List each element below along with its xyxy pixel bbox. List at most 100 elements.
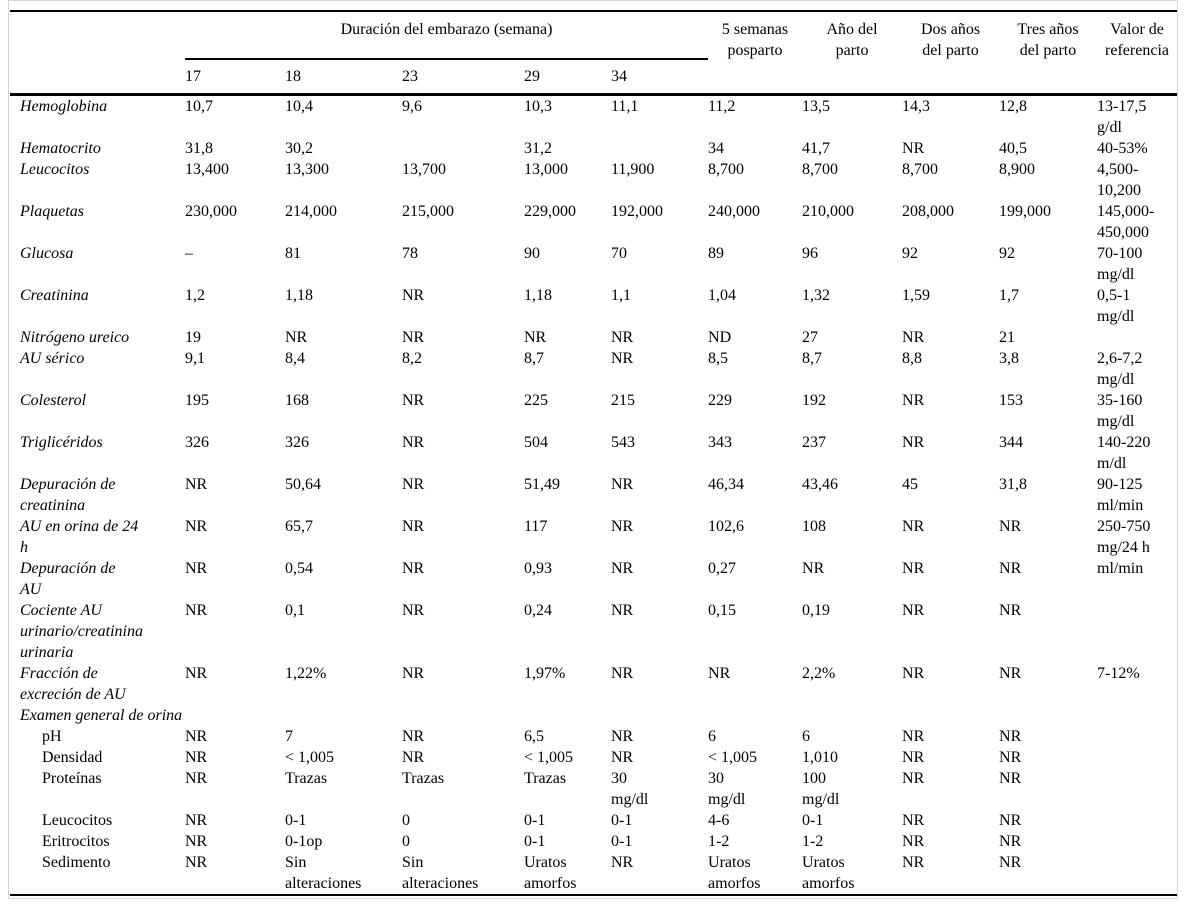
table-cell: 96 [802,245,819,262]
column-header-week-17: 17 [185,68,201,85]
table-cell: 8,2 [402,350,422,367]
table-row: Hemoglobina 10,7 10,4 9,6 10,3 11,1 11,2… [10,95,1177,139]
table-cell [611,705,708,726]
table-cell [1097,726,1177,747]
table-cell: 0,93 [524,560,552,577]
row-label: Eritrocitos [42,833,110,850]
table-cell: 230,000 [185,203,237,220]
column-header-valor-de-referencia: Valor de referencia [1105,21,1169,59]
table-cell: 145,000- 450,000 [1097,203,1155,241]
table-cell: 1,7 [999,287,1020,304]
table-cell: 1,97% [524,665,566,682]
row-label: Fracción de excreción de AU [20,665,126,703]
table-cell: 1,22% [285,665,327,682]
table-cell: 1,18 [524,287,552,304]
table-cell: 1,18 [285,287,313,304]
table-cell: NR [611,749,634,766]
column-header-ano-del-parto: Año del parto [826,21,878,59]
table-cell: NR [999,749,1022,766]
table-cell: NR [185,476,208,493]
table-cell: 9,1 [185,350,205,367]
table-cell: 8,700 [802,161,839,178]
table-cell: Uratos amorfos [524,854,577,892]
table-cell: 0,19 [802,602,831,619]
table-cell: 30 mg/dl [708,770,746,808]
table-cell: 45 [902,476,919,493]
table-cell: 0 [402,833,410,850]
table-cell: NR [902,518,925,535]
row-label: Depuración de AU [20,560,116,598]
table-cell: NR [185,854,208,871]
table-cell: 215,000 [402,203,454,220]
row-label: AU en orina de 24 h [20,518,139,556]
table-cell: 117 [524,518,548,535]
table-cell: Trazas [524,770,567,787]
table-cell [185,705,285,726]
table-cell: NR [185,749,208,766]
table-cell: 43,46 [802,476,839,493]
table-cell: 225 [524,392,548,409]
table-cell: NR [999,812,1022,829]
table-cell: NR [802,560,825,577]
table-row: pH NR 7 NR 6,5 NR 6 6 NR NR [10,726,1177,747]
table-cell: 1,2 [185,287,205,304]
table-cell: NR [999,770,1022,787]
table-cell: 108 [802,518,827,535]
row-label: pH [42,728,62,745]
column-header-week-18: 18 [285,68,301,85]
table-cell: 65,7 [285,518,313,535]
table-cell: 51,49 [524,476,560,493]
table-cell: 92 [999,245,1016,262]
table-cell: 1,32 [802,287,831,304]
table-cell: 11,1 [611,98,639,115]
table-cell: 504 [524,434,548,451]
table-cell: 90-125 ml/min [1097,476,1144,514]
table-cell: 8,5 [708,350,729,367]
table-cell: 0,5-1 mg/dl [1097,287,1135,325]
row-label: Plaquetas [20,203,84,220]
table-cell: 30,2 [285,140,313,157]
table-cell: 11,900 [611,161,655,178]
row-label: Leucocitos [20,161,90,178]
table-cell: 4,500- 10,200 [1097,161,1142,199]
table-row: Densidad NR < 1,005 NR < 1,005 NR < 1,00… [10,747,1177,768]
table-cell: 8,900 [999,161,1036,178]
table-cell: 8,700 [708,161,745,178]
table-cell: NR [402,728,425,745]
row-label: Hematocrito [20,140,101,157]
table-cell: 1-2 [802,833,824,850]
column-header-dos-anos-del-parto: Dos años del parto [920,21,981,59]
table-cell: 35-160 mg/dl [1097,392,1143,430]
row-label: Triglicéridos [20,434,103,451]
row-label: Depuración de creatinina [20,476,116,514]
table-row: Leucocitos 13,400 13,300 13,700 13,000 1… [10,159,1177,201]
table-cell: 90 [524,245,540,262]
row-label: Leucocitos [42,812,113,829]
table-cell: NR [611,350,634,367]
table-cell: NR [902,392,925,409]
table-cell: NR [902,329,925,346]
table-cell: 6,5 [524,728,544,745]
table-cell: NR [902,602,925,619]
table-cell [285,705,402,726]
table-cell: 40,5 [999,140,1028,157]
table-cell: 89 [708,245,725,262]
table-cell: 1,59 [902,287,931,304]
table-row: Cociente AU urinario/creatinina urinaria… [10,600,1177,663]
table-cell: 0-1 [285,812,307,829]
table-cell: 0,27 [708,560,737,577]
table-cell: 0-1op [285,833,323,850]
table-cell: 8,4 [285,350,305,367]
table-cell: NR [185,812,208,829]
table-cell: 11,2 [708,98,736,115]
table-cell: 2,2% [802,665,836,682]
table-cell: 13,700 [402,161,446,178]
table-row: Plaquetas 230,000 214,000 215,000 229,00… [10,201,1177,243]
table-cell: NR [902,140,925,157]
table-cell: 10,4 [285,98,313,115]
table-cell: NR [611,476,634,493]
table-cell: NR [402,392,425,409]
table-cell: 240,000 [708,203,761,220]
table-cell: 81 [285,245,301,262]
table-cell [999,705,1097,726]
